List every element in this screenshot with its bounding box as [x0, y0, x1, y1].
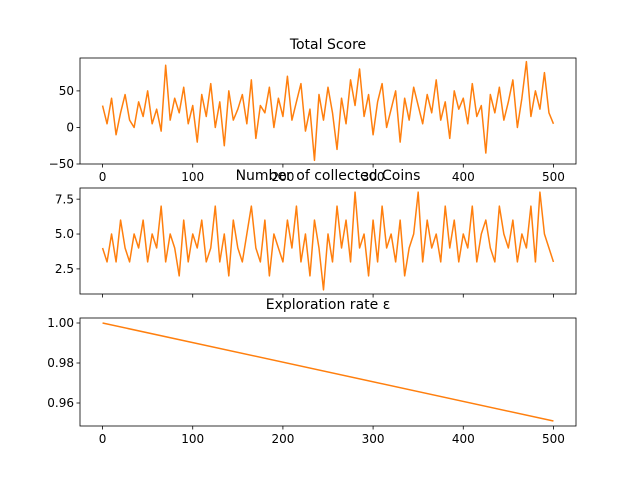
- x-tick-label: 500: [542, 432, 565, 446]
- chart-title: Exploration rate ε: [266, 297, 391, 313]
- y-tick-label: 1.00: [47, 316, 74, 330]
- series-group: [102, 322, 554, 422]
- y-tick-label: 5.0: [55, 227, 74, 241]
- x-tick-label: 300: [362, 170, 385, 184]
- x-tick-label: 100: [181, 432, 204, 446]
- y-tick-label: 2.5: [55, 262, 74, 276]
- x-tick-label: 400: [452, 170, 475, 184]
- x-tick-label: 0: [99, 432, 107, 446]
- series-line: [102, 322, 554, 422]
- x-tick-label: 200: [271, 432, 294, 446]
- x-tick-label: 500: [542, 170, 565, 184]
- y-tick-label: 50: [59, 84, 74, 98]
- series-line: [101, 191, 555, 291]
- x-tick-label: 200: [271, 170, 294, 184]
- y-axis: −50 0 50: [49, 84, 80, 171]
- subplot-total-score: Total Score 0 100 200 300 400 500 −50 0 50: [49, 37, 577, 184]
- y-tick-label: 7.5: [55, 192, 74, 206]
- x-tick-label: 300: [362, 432, 385, 446]
- subplot-exploration-rate: Exploration rate ε 0 100 200 300 400 500 0.96…: [47, 297, 577, 446]
- x-axis: 0 100 200 300 400 500: [99, 164, 565, 184]
- x-axis: 0 100 200 300 400 500: [99, 426, 565, 446]
- chart-title: Number of collected Coins: [236, 168, 421, 184]
- x-axis: [102, 294, 554, 298]
- series-group: [101, 191, 555, 291]
- y-tick-label: 0: [66, 121, 74, 135]
- y-axis: 2.5 5.0 7.5: [55, 192, 80, 276]
- y-axis: 0.96 0.98 1.00: [47, 316, 80, 410]
- x-tick-label: 0: [99, 170, 107, 184]
- series-line: [101, 60, 555, 162]
- chart-title: Total Score: [289, 37, 366, 53]
- y-tick-label: 0.96: [47, 396, 74, 410]
- subplot-collected-coins: Number of collected Coins 2.5 5.0 7.5: [55, 168, 577, 298]
- plot-area: [79, 57, 577, 165]
- series-group: [101, 60, 555, 162]
- y-tick-label: 0.98: [47, 356, 74, 370]
- x-tick-label: 100: [181, 170, 204, 184]
- x-tick-label: 400: [452, 432, 475, 446]
- y-tick-label: −50: [49, 157, 74, 171]
